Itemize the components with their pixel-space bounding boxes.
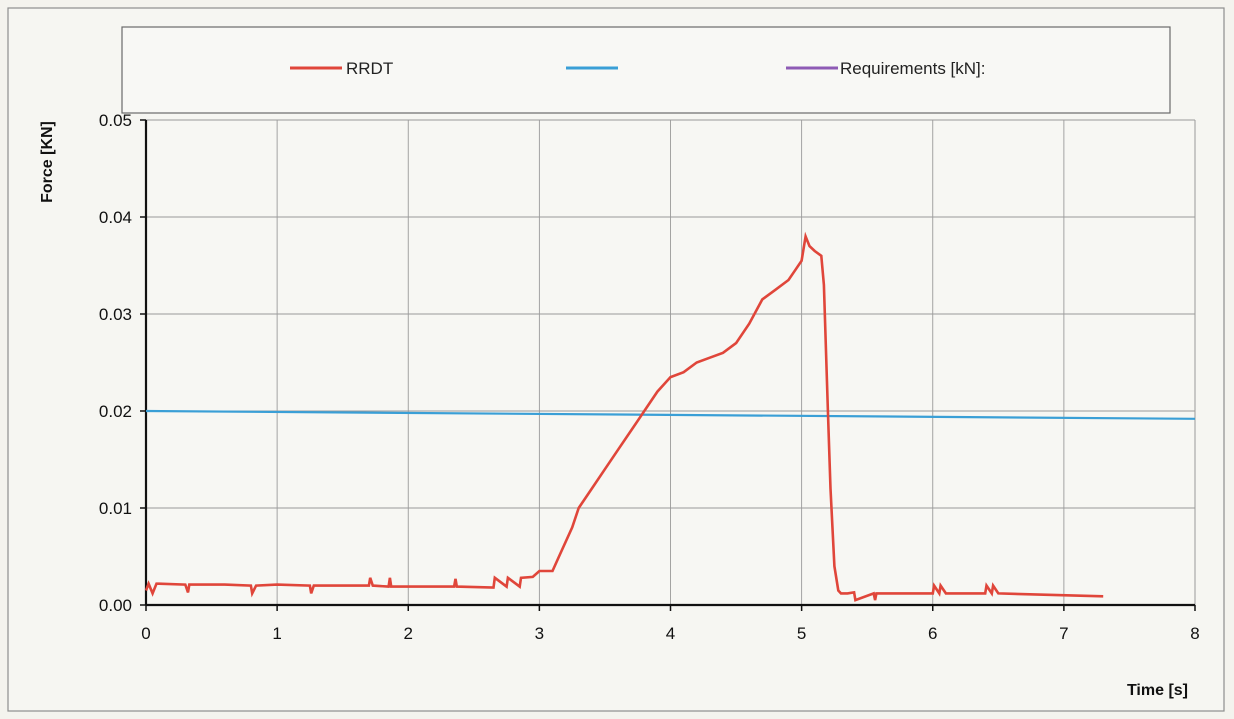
- y-tick-label-5: 0.05: [99, 111, 132, 130]
- x-tick-label-5: 5: [797, 624, 806, 643]
- x-tick-label-7: 7: [1059, 624, 1068, 643]
- x-tick-labels: 0 1 2 3 4 5 6 7 8: [141, 624, 1199, 643]
- legend-label-rrdt: RRDT: [346, 59, 393, 78]
- y-tick-label-4: 0.04: [99, 208, 132, 227]
- y-tick-label-0: 0.00: [99, 596, 132, 615]
- legend: RRDT Requirements [kN]:: [121, 26, 1171, 114]
- x-axis-title: Time [s]: [1127, 682, 1188, 699]
- legend-box: [121, 26, 1171, 114]
- legend-label-requirements: Requirements [kN]:: [840, 59, 986, 78]
- axes: [144, 120, 1195, 607]
- x-tick-label-0: 0: [141, 624, 150, 643]
- y-tick-label-1: 0.01: [99, 499, 132, 518]
- x-tick-label-1: 1: [272, 624, 281, 643]
- x-tick-label-6: 6: [928, 624, 937, 643]
- y-tick-labels: 0.00 0.01 0.02 0.03 0.04 0.05: [99, 111, 132, 615]
- series-line-rrdt: [144, 231, 1104, 602]
- x-tick-label-3: 3: [535, 624, 544, 643]
- y-axis-title: Force [KN]: [39, 121, 56, 203]
- series-group: [144, 231, 1196, 602]
- gridlines: [140, 119, 1196, 611]
- x-tick-label-2: 2: [404, 624, 413, 643]
- series-line-reference: [145, 409, 1196, 420]
- x-tick-label-8: 8: [1190, 624, 1199, 643]
- y-tick-label-3: 0.03: [99, 305, 132, 324]
- x-tick-label-4: 4: [666, 624, 675, 643]
- y-tick-label-2: 0.02: [99, 402, 132, 421]
